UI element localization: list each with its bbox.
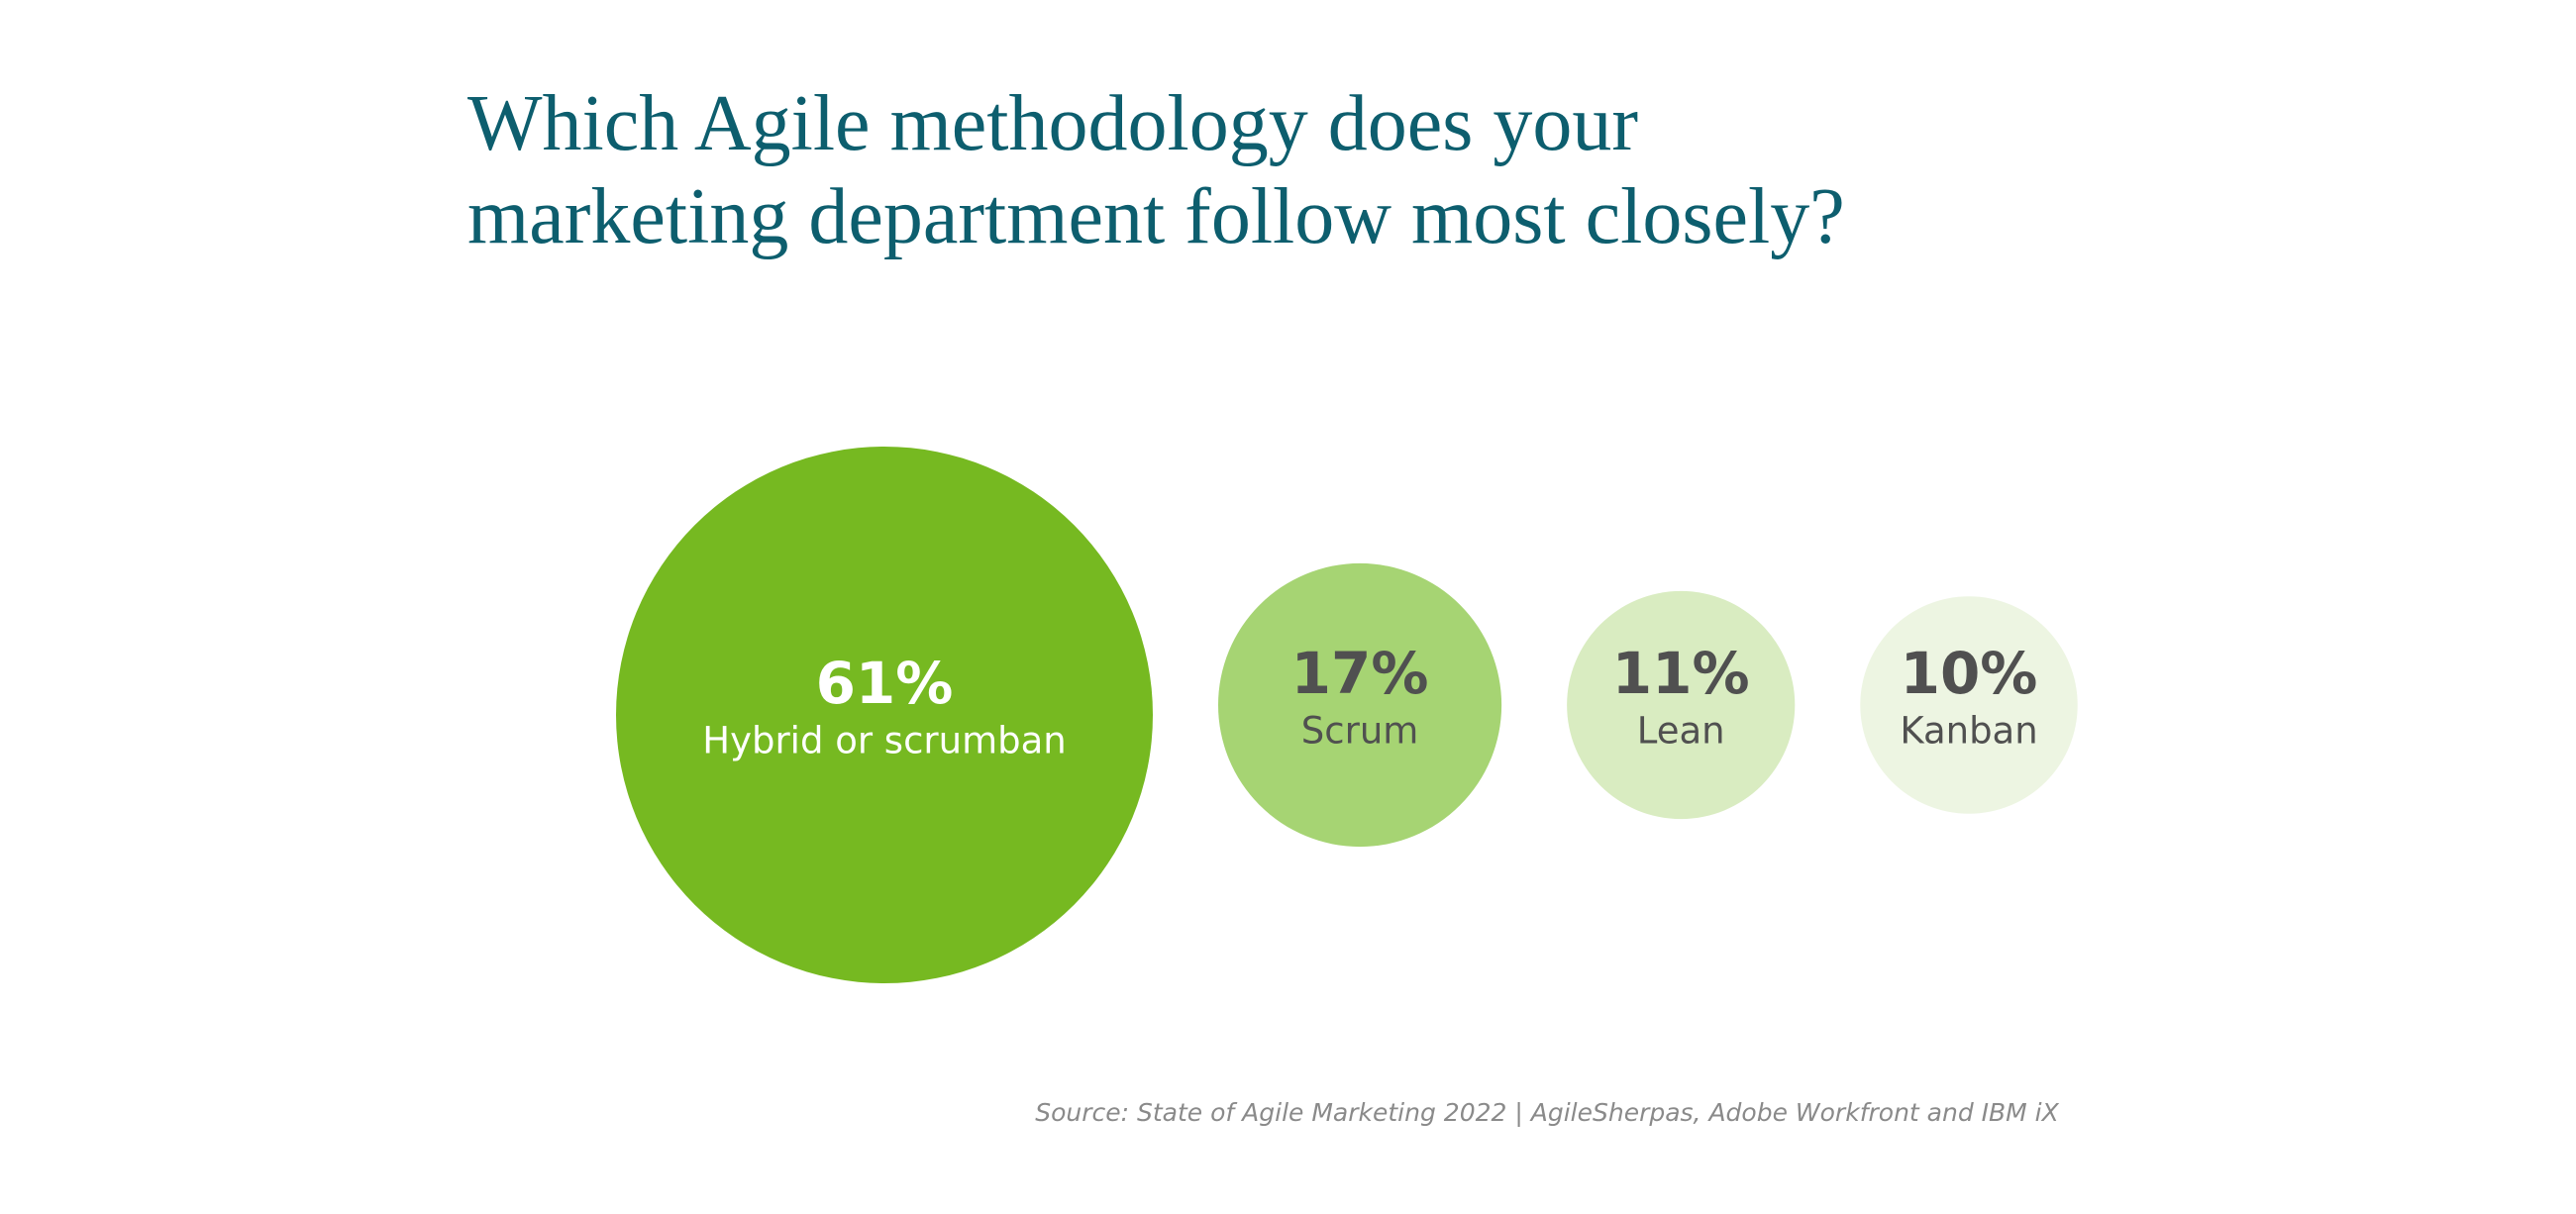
value-label: 61% [816,650,954,717]
bubble [1218,562,1502,848]
chart-title: Which Agile methodology does your market… [467,80,1845,260]
bubble [1860,596,2078,814]
category-label: Lean [1637,710,1725,753]
bubble [616,447,1153,983]
bubble [1567,590,1796,820]
category-label: Hybrid or scrumban [702,720,1067,762]
value-label: 10% [1901,640,2038,707]
value-label: 11% [1612,640,1750,707]
value-label: 17% [1291,640,1429,707]
source-note: Source: State of Agile Marketing 2022 | … [1035,1098,2059,1127]
category-label: Scrum [1301,710,1419,753]
category-label: Kanban [1900,710,2037,753]
